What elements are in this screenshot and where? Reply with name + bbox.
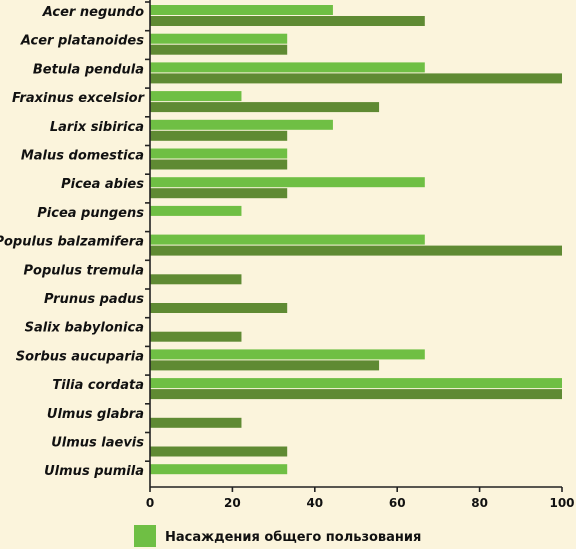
bar-light: [150, 378, 562, 389]
bar-dark: [150, 73, 562, 84]
bar-light: [150, 177, 425, 188]
bar-dark: [150, 16, 425, 26]
bar-light: [150, 205, 242, 216]
bar-dark: [150, 389, 562, 400]
bar-light: [150, 349, 425, 360]
category-label: Acer platanoides: [20, 34, 144, 49]
category-label: Tilia cordata: [52, 378, 144, 393]
x-tick-label: 40: [306, 496, 323, 510]
category-label: Acer negundo: [42, 5, 144, 20]
bar-light: [150, 62, 425, 73]
bar-dark: [150, 130, 288, 141]
legend-label: Насаждения общего пользования: [165, 530, 421, 545]
bar-light: [150, 5, 333, 15]
bar-light: [150, 119, 333, 130]
bar-light: [150, 234, 425, 245]
bar-dark: [150, 245, 562, 256]
category-label: Ulmus glabra: [47, 407, 144, 422]
bar-light: [150, 464, 288, 475]
category-label: Ulmus laevis: [51, 436, 144, 451]
bar-light: [150, 148, 288, 159]
category-label: Prunus padus: [44, 292, 144, 307]
category-label: Ulmus pumila: [44, 464, 144, 479]
category-label: Fraxinus excelsior: [12, 91, 146, 106]
category-label: Picea pungens: [37, 206, 144, 221]
category-label: Malus domestica: [21, 149, 144, 164]
bar-dark: [150, 44, 288, 55]
x-tick-label: 80: [471, 496, 488, 510]
category-label: Sorbus aucuparia: [16, 349, 144, 364]
x-tick-label: 20: [224, 496, 241, 510]
bar-dark: [150, 360, 380, 371]
category-label: Populus tremula: [24, 263, 144, 278]
bar-dark: [150, 446, 288, 457]
bar-light: [150, 91, 242, 102]
bar-light: [150, 33, 288, 44]
category-label: Betula pendula: [33, 62, 144, 77]
bar-dark: [150, 102, 380, 113]
bar-dark: [150, 303, 288, 313]
category-label: Populus balzamifera: [0, 235, 144, 250]
category-label: Salix babylonica: [25, 321, 144, 336]
bar-dark: [150, 417, 242, 428]
x-tick-label: 0: [146, 496, 154, 510]
legend-swatch: [134, 525, 156, 547]
bar-dark: [150, 331, 242, 342]
x-tick-label: 100: [549, 496, 574, 510]
category-label: Picea abies: [61, 177, 144, 192]
category-label: Larix sibirica: [50, 120, 144, 135]
bar-dark: [150, 274, 242, 285]
bar-dark: [150, 159, 288, 170]
bar-dark: [150, 188, 288, 199]
x-tick-label: 60: [389, 496, 406, 510]
